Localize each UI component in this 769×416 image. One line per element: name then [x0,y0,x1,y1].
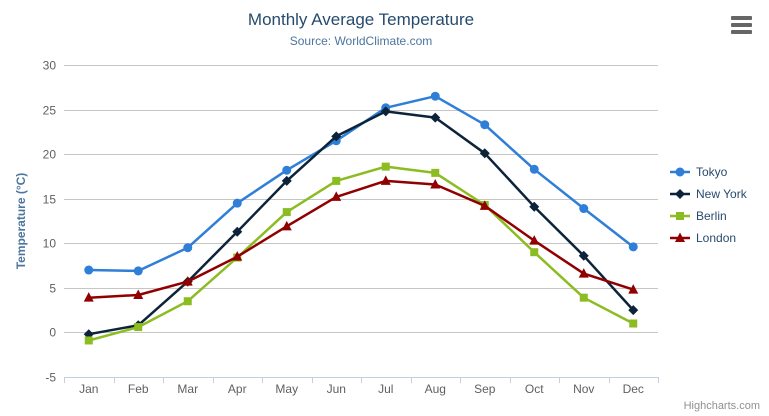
london-legend-glyph [675,232,685,242]
x-tick-label: Aug [425,382,446,396]
y-tick-label: 10 [43,237,57,251]
london-point-jun[interactable] [331,191,342,201]
y-tick-label: 15 [43,193,57,207]
legend-item-new-york[interactable]: New York [669,186,747,202]
new-york-legend-glyph [675,189,685,199]
series-line-berlin [87,165,635,342]
x-tick-label: May [275,382,298,396]
x-tick-label: Oct [525,382,544,396]
tokyo-point-oct[interactable] [529,164,539,174]
berlin-series-marker-icon [670,212,690,220]
tokyo-point-apr[interactable] [232,198,242,208]
chart-title: Monthly Average Temperature [247,10,475,29]
london-point-feb[interactable] [133,289,144,299]
tokyo-point-nov[interactable] [579,204,589,214]
berlin-point-feb[interactable] [134,323,143,332]
london-point-mar[interactable] [182,276,193,286]
series-line-tokyo [87,94,635,273]
y-tick-label: 30 [43,59,57,73]
x-tick-label: Feb [128,382,149,396]
legend-label: Tokyo [696,165,728,179]
london-point-jul[interactable] [380,175,391,185]
x-tick-label: Jun [327,382,346,396]
new-york-point-apr[interactable] [232,226,243,237]
y-tick-label: -5 [45,371,56,385]
legend-item-tokyo[interactable]: Tokyo [669,164,747,180]
london-point-may[interactable] [281,220,292,231]
export-menu-button[interactable] [731,16,752,34]
tokyo-point-may[interactable] [282,165,292,175]
hamburger-icon [731,23,752,27]
x-tick-label: Nov [573,382,594,396]
series-line-new-york [87,110,635,336]
new-york-point-oct[interactable] [529,201,540,212]
x-tick-label: Jan [79,382,98,396]
new-york-point-jun[interactable] [331,131,342,142]
new-york-point-aug[interactable] [430,112,441,123]
london-point-sep[interactable] [479,200,490,210]
london-point-dec[interactable] [628,284,639,294]
legend-label: Berlin [696,209,727,223]
series-line-london [87,179,635,299]
tokyo-series-marker-icon [670,167,690,177]
berlin-point-may[interactable] [282,208,291,217]
x-tick-label: Dec [623,382,644,396]
new-york-point-jul[interactable] [380,106,391,117]
highcharts-credit-link[interactable]: Highcharts.com [683,400,760,412]
new-york-series-marker-icon [670,189,690,199]
legend-label: London [696,231,737,245]
legend: Tokyo New York Berlin London [669,164,747,246]
legend-item-london[interactable]: London [669,230,747,246]
hamburger-icon [731,30,752,34]
tokyo-legend-glyph [675,167,685,177]
london-point-nov[interactable] [578,268,589,278]
tokyo-point-dec[interactable] [628,242,638,252]
chart-subtitle: Source: WorldClimate.com [289,34,433,48]
y-tick-label: 0 [49,326,56,340]
berlin-point-jun[interactable] [332,176,341,185]
tokyo-point-aug[interactable] [430,91,440,101]
y-tick-label: 5 [49,282,56,296]
tokyo-point-mar[interactable] [183,243,193,253]
tokyo-point-feb[interactable] [133,266,143,276]
berlin-point-dec[interactable] [629,319,638,328]
x-tick-label: Apr [228,382,247,396]
berlin-point-jul[interactable] [381,162,390,171]
berlin-point-jan[interactable] [84,336,93,345]
x-tick-label: Jul [378,382,393,396]
y-axis-title: Temperature (°C) [14,173,28,270]
new-york-point-nov[interactable] [578,250,589,261]
london-series-marker-icon [670,232,690,242]
new-york-point-dec[interactable] [628,305,639,316]
london-point-oct[interactable] [529,235,540,245]
berlin-point-aug[interactable] [431,168,440,177]
berlin-legend-glyph [676,212,684,220]
tokyo-point-jan[interactable] [84,265,94,275]
new-york-point-sep[interactable] [479,148,490,159]
x-tick-label: Sep [474,382,496,396]
berlin-point-mar[interactable] [183,297,192,306]
y-tick-label: 20 [43,148,57,162]
london-point-aug[interactable] [430,178,441,189]
x-tick-label: Mar [177,382,198,396]
legend-item-berlin[interactable]: Berlin [669,208,747,224]
legend-label: New York [696,187,747,201]
london-point-apr[interactable] [232,251,243,261]
y-tick-label: 25 [43,104,57,118]
new-york-point-may[interactable] [281,175,292,186]
tokyo-point-sep[interactable] [480,120,490,130]
berlin-point-nov[interactable] [579,293,588,302]
berlin-point-oct[interactable] [530,248,539,257]
london-point-jan[interactable] [83,292,94,302]
hamburger-icon [731,16,752,20]
